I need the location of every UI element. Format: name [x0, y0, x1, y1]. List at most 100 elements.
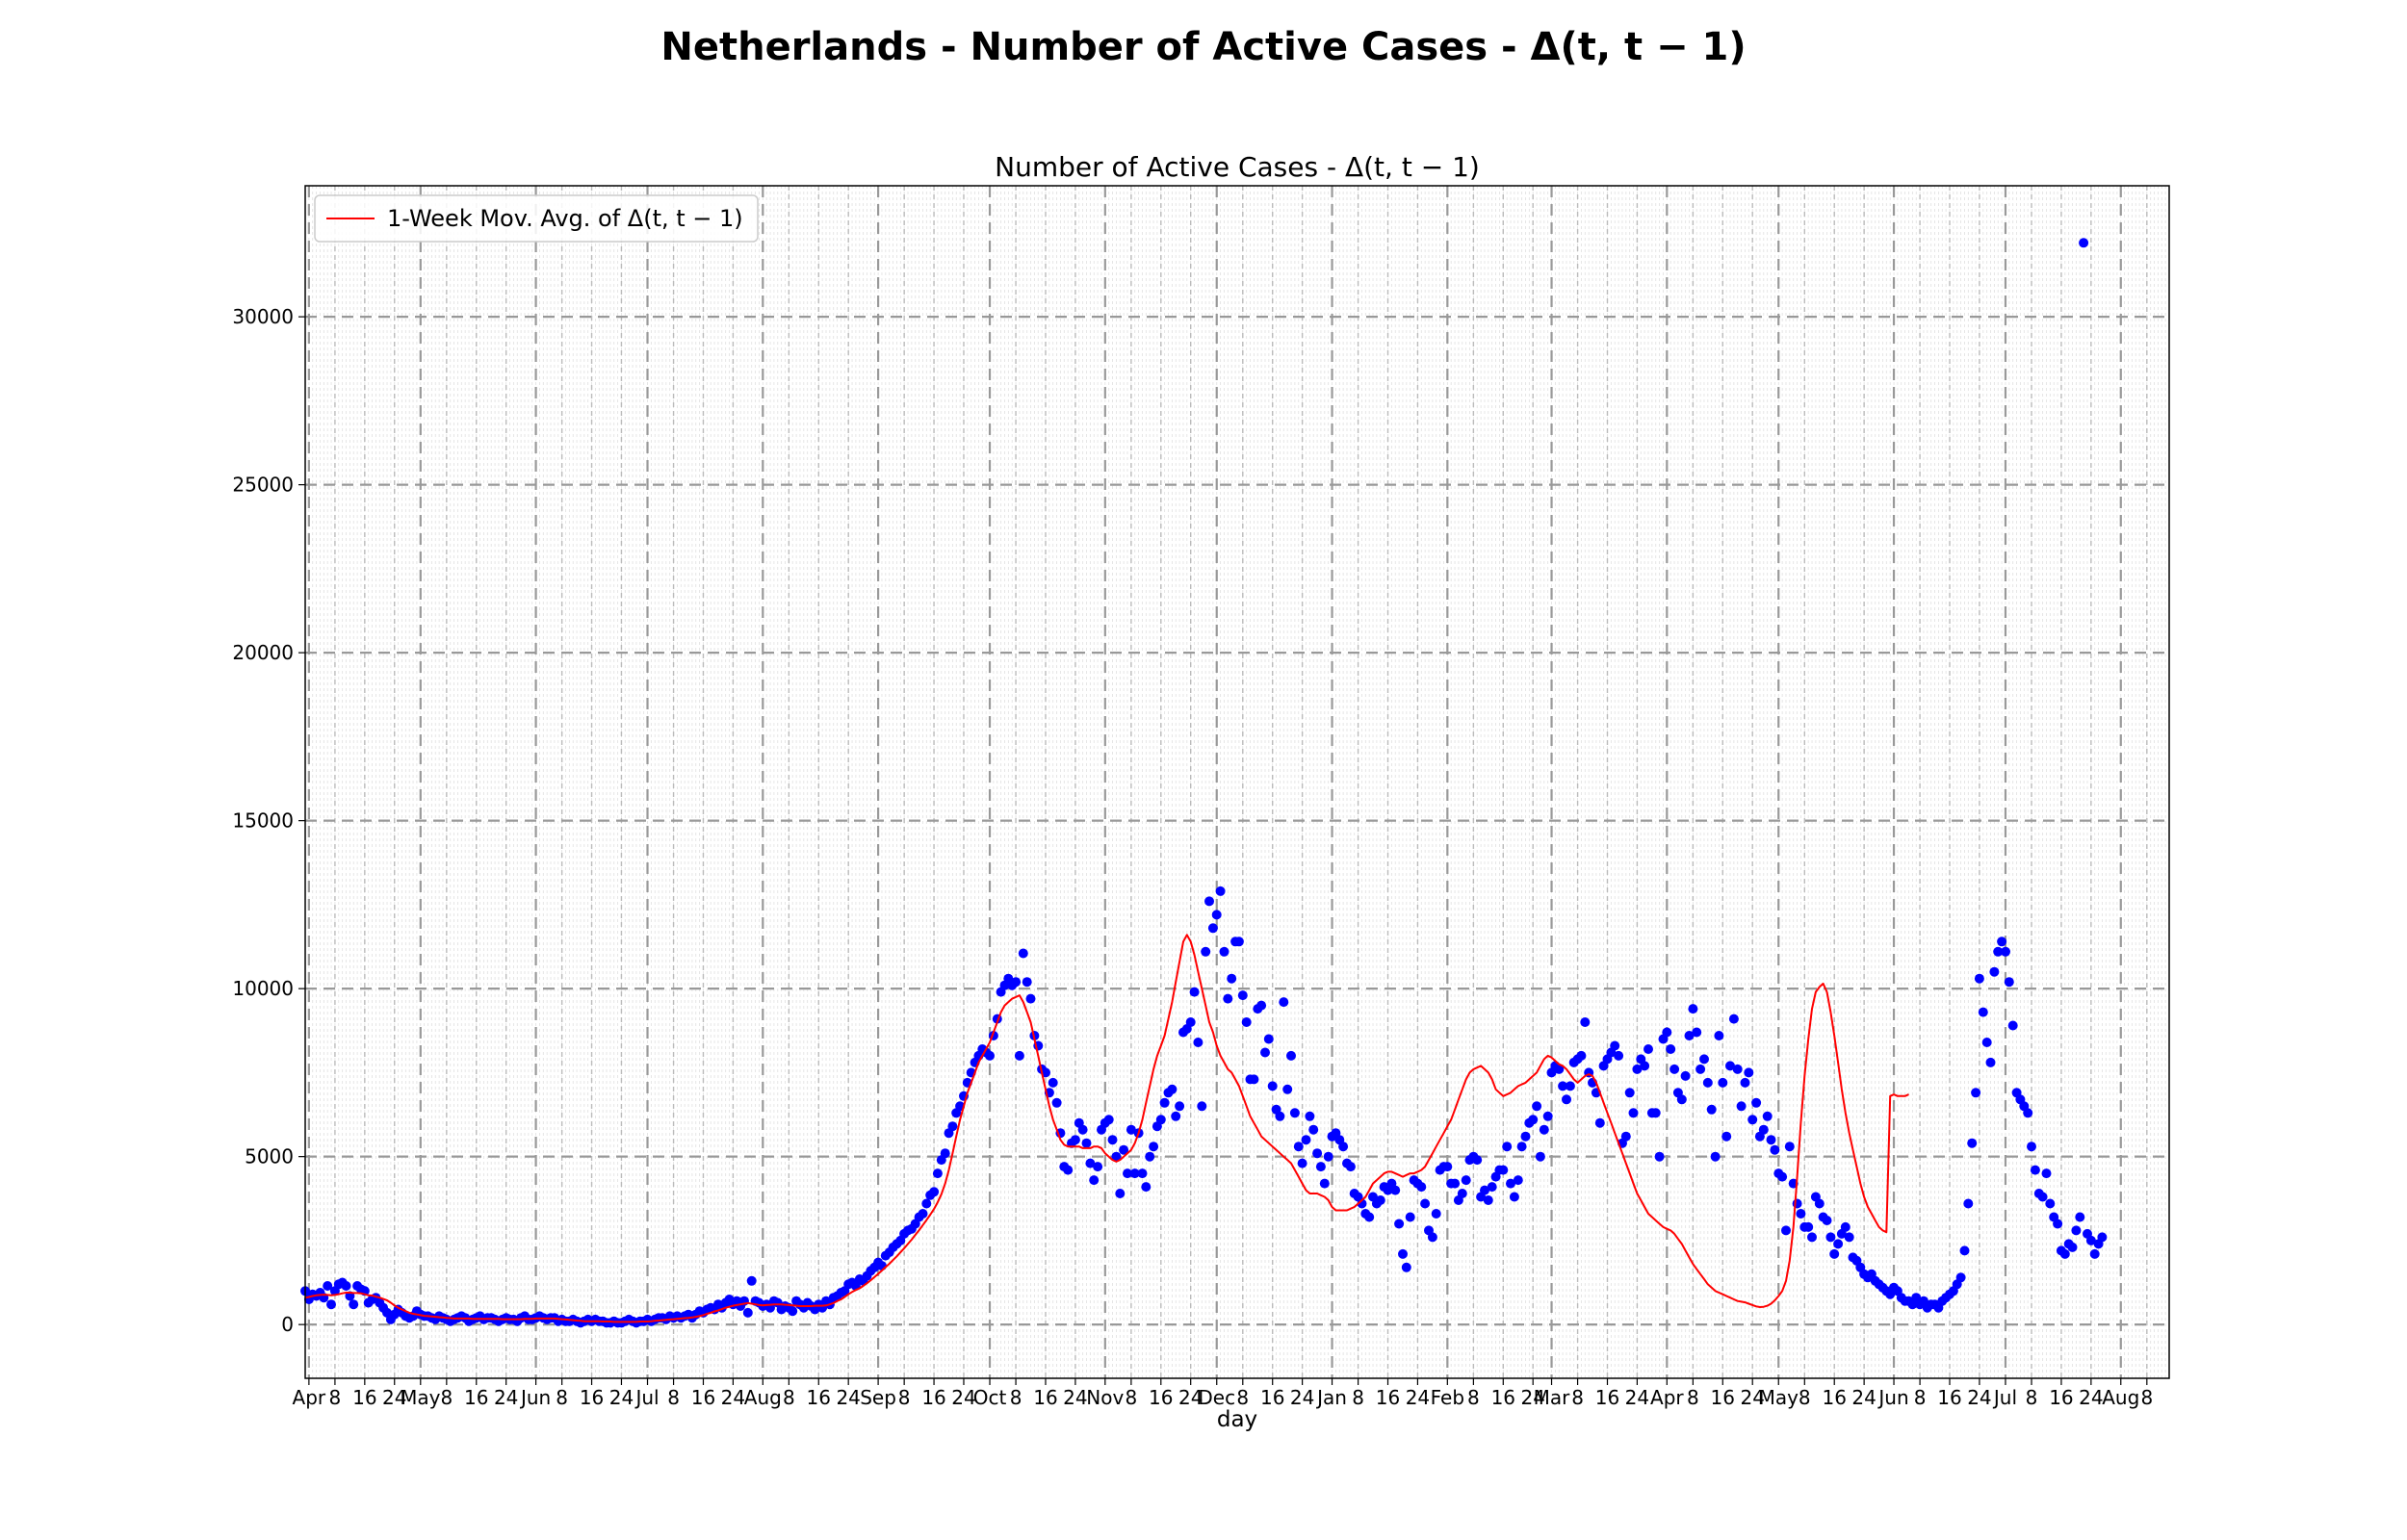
data-point — [1721, 1131, 1732, 1142]
x-tick-label: 16 — [1595, 1386, 1619, 1409]
x-tick-label: May — [1759, 1386, 1799, 1409]
data-point — [1620, 1131, 1631, 1142]
data-point — [1520, 1131, 1531, 1142]
data-point — [1126, 1124, 1136, 1135]
data-point — [1554, 1064, 1565, 1074]
x-tick-label: Jul — [1992, 1386, 2017, 1409]
data-point — [1070, 1135, 1080, 1145]
data-point — [929, 1187, 940, 1197]
data-point — [1282, 1084, 1293, 1094]
data-point — [1301, 1135, 1311, 1145]
x-tick-label: 24 — [1290, 1386, 1314, 1409]
data-point — [2059, 1248, 2070, 1259]
x-tick-label: 8 — [1914, 1386, 1927, 1409]
x-tick-label: 16 — [1376, 1386, 1400, 1409]
data-point — [1535, 1151, 1545, 1162]
data-point — [1219, 946, 1229, 957]
data-point — [1985, 1057, 1996, 1067]
x-tick-label: 24 — [1178, 1386, 1203, 1409]
data-point — [1740, 1077, 1750, 1088]
x-tick-label: 16 — [1937, 1386, 1961, 1409]
data-point — [1286, 1050, 1296, 1061]
data-point — [1728, 1014, 1739, 1024]
data-point — [1141, 1182, 1152, 1193]
y-tick-label: 0 — [281, 1313, 294, 1336]
data-point — [1420, 1198, 1431, 1209]
data-point — [742, 1307, 753, 1318]
daily-delta-points — [300, 238, 2108, 1328]
data-point — [1643, 1044, 1653, 1054]
data-point — [1666, 1044, 1676, 1054]
data-point — [1204, 896, 1214, 907]
x-tick-label: 24 — [1520, 1386, 1544, 1409]
major-gridlines — [305, 186, 2169, 1378]
data-point — [1431, 1209, 1441, 1219]
x-tick-label: 8 — [440, 1386, 453, 1409]
data-point — [1197, 1101, 1207, 1112]
data-point — [1528, 1115, 1539, 1125]
data-point — [1777, 1171, 1788, 1182]
data-point — [1558, 1081, 1568, 1091]
data-point — [1807, 1232, 1817, 1243]
data-point — [1480, 1185, 1489, 1195]
data-point — [1676, 1094, 1687, 1105]
data-point — [326, 1299, 336, 1310]
data-point — [1967, 1138, 1978, 1148]
x-tick-label: 24 — [494, 1386, 518, 1409]
data-point — [788, 1306, 798, 1317]
x-tick-label: 16 — [1149, 1386, 1173, 1409]
data-point — [1669, 1064, 1680, 1074]
data-point — [2067, 1242, 2078, 1252]
data-point — [1185, 1017, 1196, 1027]
data-point — [1483, 1195, 1493, 1205]
data-point — [1796, 1209, 1806, 1219]
data-point — [2027, 1142, 2036, 1152]
x-tick-label: 8 — [556, 1386, 568, 1409]
x-tick-label: Dec — [1198, 1386, 1235, 1409]
data-point — [2030, 1165, 2040, 1175]
data-point — [2085, 1235, 2096, 1245]
data-point — [2097, 1232, 2108, 1243]
x-tick-label: 8 — [1467, 1386, 1480, 1409]
y-tick-label: 25000 — [232, 474, 294, 497]
data-point — [746, 1275, 757, 1286]
data-point — [1580, 1017, 1591, 1027]
data-point — [1256, 1000, 1267, 1011]
data-point — [1237, 990, 1248, 1001]
data-point — [1398, 1248, 1408, 1259]
x-tick-label: 8 — [667, 1386, 680, 1409]
data-point — [1093, 1162, 1103, 1172]
x-tick-label: Nov — [1086, 1386, 1124, 1409]
data-point — [2053, 1219, 2063, 1229]
data-point — [1315, 1162, 1326, 1172]
data-point — [2071, 1225, 2082, 1236]
data-point — [1758, 1124, 1769, 1135]
data-point — [2045, 1198, 2056, 1209]
data-point — [1532, 1101, 1542, 1112]
data-point — [1718, 1077, 1728, 1088]
x-tick-label: 24 — [2079, 1386, 2103, 1409]
data-point — [1844, 1232, 1854, 1243]
data-point — [1025, 993, 1036, 1004]
x-tick-label: Sep — [860, 1386, 896, 1409]
data-point — [1662, 1027, 1672, 1038]
data-point — [1011, 977, 1022, 988]
data-point — [1338, 1142, 1349, 1152]
data-point — [2041, 1168, 2052, 1179]
data-point — [1461, 1175, 1471, 1186]
data-point — [877, 1261, 887, 1271]
data-point — [1119, 1144, 1129, 1155]
x-tick-label: 8 — [2140, 1386, 2153, 1409]
x-tick-label: 16 — [691, 1386, 715, 1409]
data-point — [1562, 1094, 1571, 1105]
data-point — [1725, 1061, 1735, 1071]
x-tick-label: Aug — [2102, 1386, 2139, 1409]
data-point — [1155, 1115, 1166, 1125]
data-point — [940, 1148, 950, 1159]
data-point — [1375, 1195, 1385, 1205]
data-point — [1576, 1050, 1587, 1061]
data-point — [1223, 993, 1233, 1004]
x-tick-label: Mar — [1534, 1386, 1571, 1409]
